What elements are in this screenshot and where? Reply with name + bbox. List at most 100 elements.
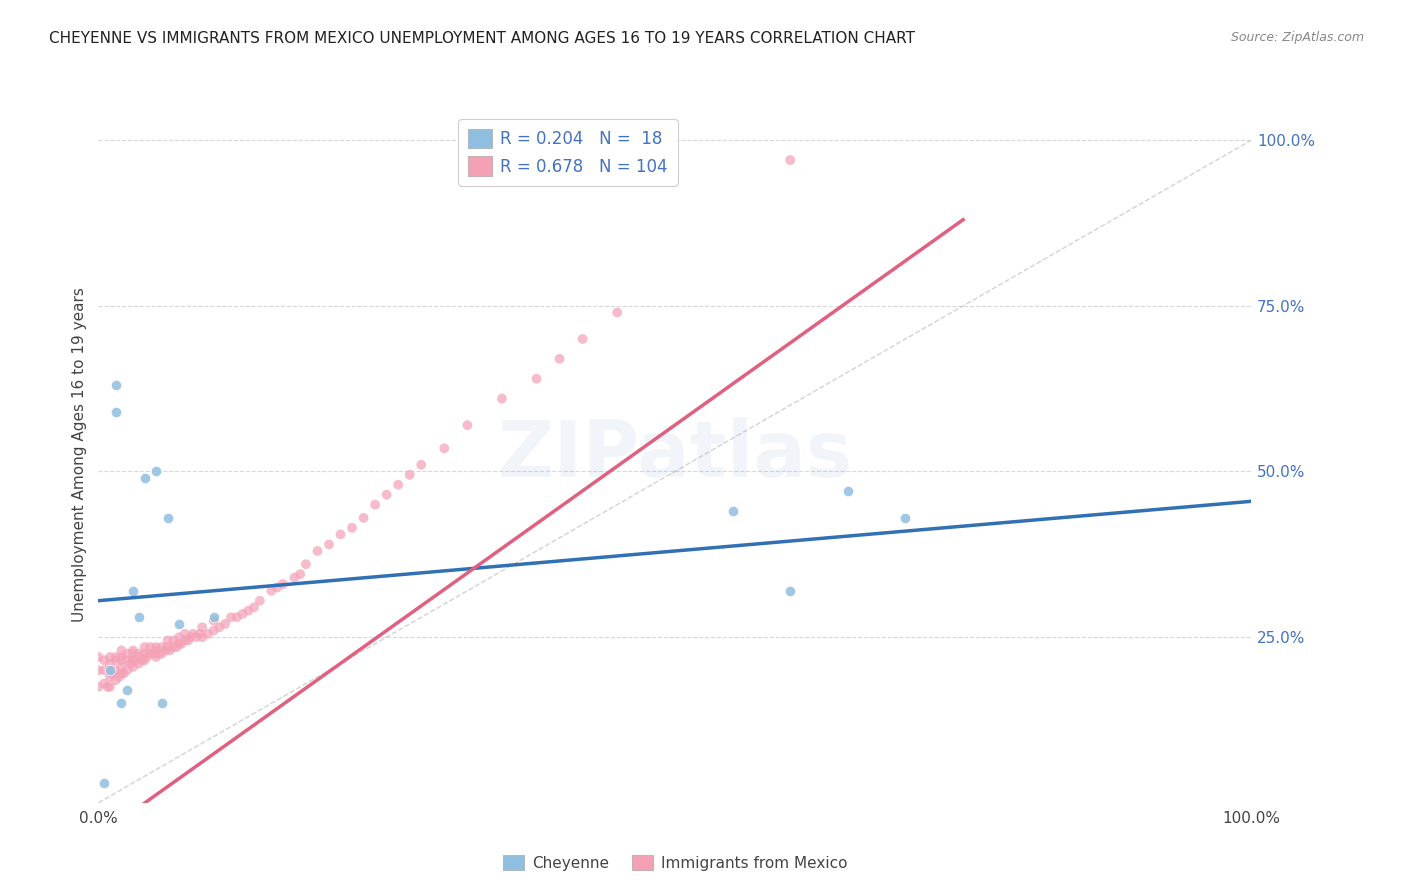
Point <box>145 643 167 657</box>
Point <box>456 418 478 433</box>
Legend: Cheyenne, Immigrants from Mexico: Cheyenne, Immigrants from Mexico <box>498 850 852 875</box>
Point <box>271 577 294 591</box>
Point <box>98 650 121 665</box>
Point <box>104 653 127 667</box>
Y-axis label: Unemployment Among Ages 16 to 19 years: Unemployment Among Ages 16 to 19 years <box>72 287 87 623</box>
Point <box>87 650 110 665</box>
Point <box>721 504 744 518</box>
Point <box>375 488 398 502</box>
Point <box>122 583 145 598</box>
Point <box>191 630 214 644</box>
Point <box>108 670 131 684</box>
Point <box>491 392 513 406</box>
Point <box>208 620 231 634</box>
Point <box>249 593 271 607</box>
Point <box>433 442 456 456</box>
Point <box>167 637 190 651</box>
Point <box>837 484 859 499</box>
Point <box>120 657 142 671</box>
Point <box>128 647 150 661</box>
Text: ZIPatlas: ZIPatlas <box>498 417 852 493</box>
Point <box>87 680 110 694</box>
Point <box>174 633 197 648</box>
Point <box>156 640 179 654</box>
Point <box>104 650 127 665</box>
Point <box>93 663 115 677</box>
Point <box>526 372 548 386</box>
Point <box>238 604 260 618</box>
Point <box>340 521 363 535</box>
Point <box>104 405 127 419</box>
Point <box>202 610 225 624</box>
Point <box>167 616 190 631</box>
Point <box>188 627 211 641</box>
Point <box>202 614 225 628</box>
Point <box>318 537 340 551</box>
Point <box>191 620 214 634</box>
Point <box>110 653 132 667</box>
Point <box>243 600 266 615</box>
Point <box>353 511 375 525</box>
Point <box>128 650 150 665</box>
Point <box>180 630 202 644</box>
Point <box>155 643 177 657</box>
Point <box>571 332 593 346</box>
Point <box>364 498 387 512</box>
Point <box>117 683 139 698</box>
Point <box>139 647 162 661</box>
Point <box>124 653 146 667</box>
Point <box>110 660 132 674</box>
Point <box>110 666 132 681</box>
Point <box>411 458 433 472</box>
Point <box>122 660 145 674</box>
Point <box>150 640 173 654</box>
Point <box>134 647 156 661</box>
Point <box>387 477 409 491</box>
Point <box>307 544 329 558</box>
Point <box>174 627 197 641</box>
Point <box>170 637 193 651</box>
Point <box>156 511 179 525</box>
Point <box>98 670 121 684</box>
Text: CHEYENNE VS IMMIGRANTS FROM MEXICO UNEMPLOYMENT AMONG AGES 16 TO 19 YEARS CORREL: CHEYENNE VS IMMIGRANTS FROM MEXICO UNEMP… <box>49 31 915 46</box>
Point <box>139 640 162 654</box>
Point <box>117 647 139 661</box>
Point <box>98 663 121 677</box>
Point <box>167 630 190 644</box>
Point <box>112 666 135 681</box>
Point <box>110 650 132 665</box>
Point <box>122 647 145 661</box>
Point <box>150 647 173 661</box>
Point <box>104 663 127 677</box>
Point <box>122 643 145 657</box>
Point <box>225 610 247 624</box>
Point <box>128 610 150 624</box>
Point <box>166 640 188 654</box>
Point <box>110 643 132 657</box>
Point <box>148 647 170 661</box>
Point <box>93 776 115 790</box>
Point <box>98 680 121 694</box>
Point <box>162 633 184 648</box>
Point <box>142 647 165 661</box>
Point <box>398 467 420 482</box>
Point <box>214 616 236 631</box>
Point <box>894 511 917 525</box>
Point <box>98 657 121 671</box>
Point <box>260 583 283 598</box>
Point <box>110 697 132 711</box>
Point <box>177 633 200 648</box>
Point <box>134 653 156 667</box>
Point <box>156 633 179 648</box>
Point <box>145 465 167 479</box>
Point <box>779 153 801 167</box>
Point <box>197 627 219 641</box>
Point <box>606 305 628 319</box>
Point <box>134 640 156 654</box>
Point <box>93 676 115 690</box>
Point <box>101 666 124 681</box>
Point <box>93 653 115 667</box>
Point <box>97 680 120 694</box>
Point <box>779 583 801 598</box>
Point <box>117 663 139 677</box>
